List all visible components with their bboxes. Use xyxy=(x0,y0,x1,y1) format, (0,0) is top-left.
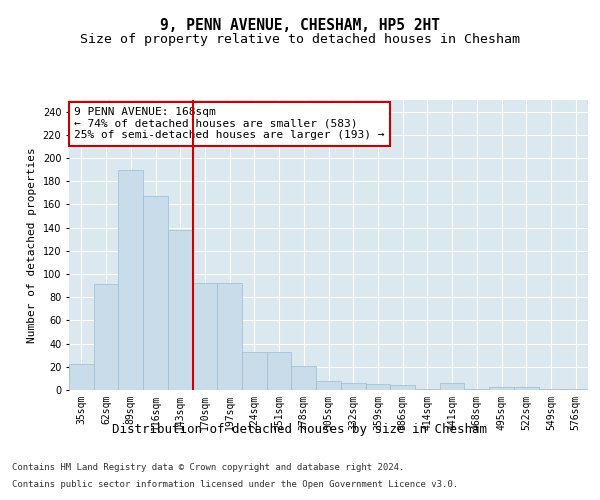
Text: Distribution of detached houses by size in Chesham: Distribution of detached houses by size … xyxy=(113,422,487,436)
Bar xyxy=(464,389,489,390)
Bar xyxy=(168,230,193,390)
Bar xyxy=(292,366,316,390)
Bar xyxy=(563,389,588,390)
Bar xyxy=(415,389,440,390)
Text: Contains public sector information licensed under the Open Government Licence v3: Contains public sector information licen… xyxy=(12,480,458,489)
Bar xyxy=(365,384,390,390)
Bar xyxy=(539,389,563,390)
Bar xyxy=(390,386,415,390)
Bar xyxy=(341,383,365,390)
Bar xyxy=(267,352,292,390)
Bar xyxy=(514,386,539,390)
Bar xyxy=(69,364,94,390)
Bar xyxy=(316,380,341,390)
Text: 9, PENN AVENUE, CHESHAM, HP5 2HT: 9, PENN AVENUE, CHESHAM, HP5 2HT xyxy=(160,18,440,32)
Text: Contains HM Land Registry data © Crown copyright and database right 2024.: Contains HM Land Registry data © Crown c… xyxy=(12,462,404,471)
Bar xyxy=(489,386,514,390)
Text: Size of property relative to detached houses in Chesham: Size of property relative to detached ho… xyxy=(80,32,520,46)
Bar xyxy=(193,284,217,390)
Bar xyxy=(217,284,242,390)
Bar xyxy=(94,284,118,390)
Bar xyxy=(118,170,143,390)
Text: 9 PENN AVENUE: 168sqm
← 74% of detached houses are smaller (583)
25% of semi-det: 9 PENN AVENUE: 168sqm ← 74% of detached … xyxy=(74,108,385,140)
Bar xyxy=(143,196,168,390)
Bar xyxy=(440,383,464,390)
Bar xyxy=(242,352,267,390)
Y-axis label: Number of detached properties: Number of detached properties xyxy=(27,147,37,343)
